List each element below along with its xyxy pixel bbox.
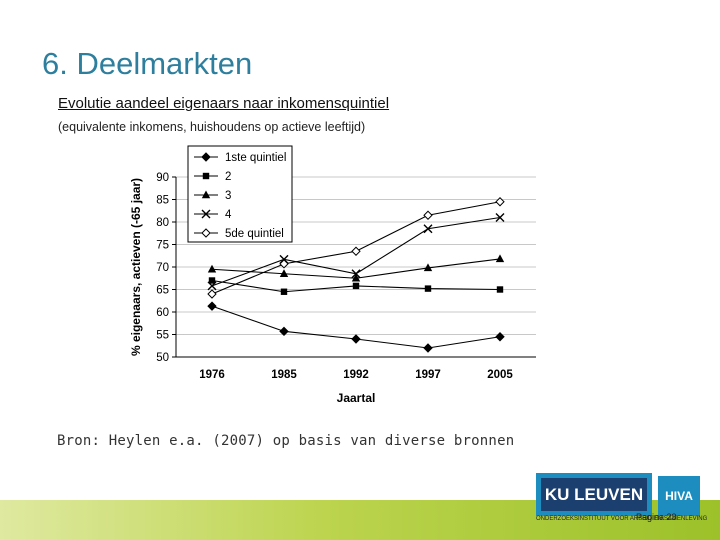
y-tick-label: 90 xyxy=(156,172,169,184)
data-point-series-1 xyxy=(495,332,505,342)
data-point-series-5 xyxy=(495,197,505,207)
legend-label: 1ste quintiel xyxy=(225,152,286,164)
x-tick-label: 1985 xyxy=(271,369,297,381)
data-point-series-1 xyxy=(279,326,289,337)
logo-strip-text: ONDERZOEKSINSTITUUT VOOR ARBEID EN SAMEN… xyxy=(536,516,708,522)
legend-marker xyxy=(202,172,210,180)
ku-leuven-logo: KU LEUVEN xyxy=(536,473,652,516)
x-tick-label: 1997 xyxy=(415,369,441,381)
data-point-series-4 xyxy=(207,281,217,291)
data-point-series-4 xyxy=(495,213,505,222)
source-note: Bron: Heylen e.a. (2007) op basis van di… xyxy=(57,433,515,449)
legend-marker xyxy=(201,152,211,162)
x-tick-label: 1992 xyxy=(343,369,369,381)
data-point-series-2 xyxy=(352,282,360,290)
chart-subtitle: (equivalente inkomens, huishoudens op ac… xyxy=(58,120,366,134)
y-tick-label: 65 xyxy=(156,285,169,297)
hiva-logo: HIVA xyxy=(658,476,700,516)
chart-title: Evolutie aandeel eigenaars naar inkomens… xyxy=(58,95,390,112)
legend-marker xyxy=(201,209,211,219)
data-point-series-3 xyxy=(495,254,505,263)
y-tick-label: 85 xyxy=(156,195,169,207)
legend-label: 5de quintiel xyxy=(225,228,284,240)
data-point-series-2 xyxy=(208,277,216,284)
legend-label: 3 xyxy=(225,190,231,202)
x-axis-label: Jaartal xyxy=(337,391,376,405)
x-tick-label: 1976 xyxy=(199,369,225,381)
slide-title: 6. Deelmarkten xyxy=(42,46,253,81)
y-axis-label: % eigenaars, actieven (-65 jaar) xyxy=(129,178,143,356)
data-point-series-4 xyxy=(351,269,361,279)
data-point-series-3 xyxy=(207,264,217,273)
legend-label: 4 xyxy=(225,209,232,221)
legend-label: 2 xyxy=(225,171,231,183)
x-tick-label: 2005 xyxy=(487,369,513,381)
data-point-series-2 xyxy=(496,286,504,293)
y-tick-label: 70 xyxy=(156,262,169,274)
data-point-series-3 xyxy=(351,273,361,282)
y-tick-label: 75 xyxy=(156,240,169,252)
page-number: Pagina 23 xyxy=(636,512,677,522)
data-point-series-2 xyxy=(280,288,288,295)
data-point-series-1 xyxy=(351,334,361,344)
legend-marker xyxy=(201,190,211,199)
data-point-series-1 xyxy=(423,343,433,353)
ku-leuven-logo-text: KU LEUVEN xyxy=(541,478,647,511)
data-point-series-3 xyxy=(423,263,433,272)
y-tick-label: 80 xyxy=(156,217,169,229)
data-point-series-2 xyxy=(424,285,432,292)
y-tick-label: 60 xyxy=(156,307,169,319)
data-point-series-5 xyxy=(207,289,217,299)
data-point-series-4 xyxy=(423,224,433,234)
y-tick-label: 55 xyxy=(156,330,169,342)
data-point-series-5 xyxy=(351,246,361,256)
data-point-series-1 xyxy=(207,301,217,311)
data-point-series-5 xyxy=(423,210,433,220)
data-point-series-3 xyxy=(279,269,289,277)
legend-marker xyxy=(201,228,211,238)
y-tick-label: 50 xyxy=(156,352,169,364)
data-point-series-5 xyxy=(279,259,289,269)
